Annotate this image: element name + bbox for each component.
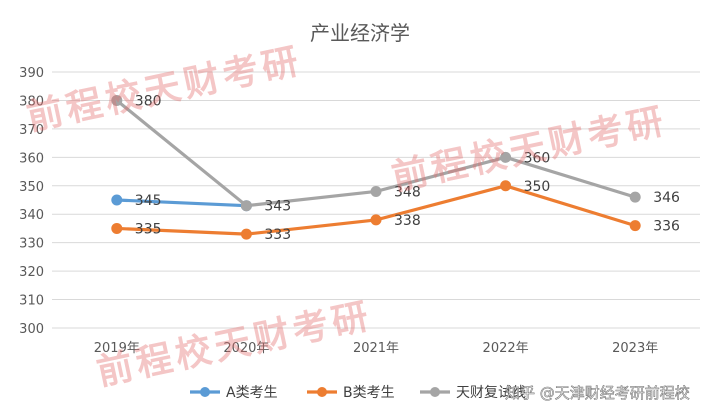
y-tick-label: 380	[19, 94, 44, 109]
data-label: 335	[135, 221, 162, 237]
x-tick-label: 2020年	[223, 341, 269, 356]
data-point	[500, 151, 512, 163]
data-point	[370, 185, 382, 197]
watermark-text: 前程校天财考研	[23, 40, 306, 139]
y-tick-label: 350	[19, 180, 44, 195]
y-tick-label: 370	[19, 123, 44, 138]
data-label: 343	[264, 199, 291, 215]
legend-label: A类考生	[226, 385, 278, 401]
y-tick-label: 360	[19, 151, 44, 166]
watermark-text: 前程校天财考研	[93, 295, 376, 394]
legend-marker	[430, 387, 440, 397]
data-point	[500, 180, 512, 192]
y-tick-label: 340	[19, 208, 44, 223]
data-label: 350	[524, 179, 551, 195]
y-tick-label: 390	[19, 66, 44, 81]
data-point	[240, 228, 252, 240]
data-point	[629, 220, 641, 232]
footer-watermark: 知乎 @天津财经考研前程校	[505, 384, 690, 402]
x-tick-label: 2023年	[612, 341, 658, 356]
data-point	[629, 191, 641, 203]
data-label: 360	[524, 150, 551, 166]
data-label: 336	[653, 219, 680, 235]
data-label: 348	[394, 184, 421, 200]
x-tick-label: 2019年	[94, 341, 140, 356]
series-line	[115, 198, 248, 208]
data-point	[370, 214, 382, 226]
data-point	[111, 194, 123, 206]
y-tick-label: 330	[19, 237, 44, 252]
y-tick-label: 320	[19, 265, 44, 280]
y-tick-label: 310	[19, 294, 44, 309]
legend-label: 天财复试线	[456, 384, 526, 401]
legend-marker	[200, 387, 210, 397]
data-label: 346	[653, 190, 680, 206]
data-point	[111, 94, 123, 106]
y-tick-label: 300	[19, 322, 44, 337]
x-tick-label: 2021年	[353, 341, 399, 356]
data-label: 345	[135, 193, 162, 209]
data-label: 338	[394, 213, 421, 229]
x-tick-label: 2022年	[483, 341, 529, 356]
data-label: 333	[264, 227, 291, 243]
chart-title: 产业经济学	[310, 21, 410, 45]
legend-label: B类考生	[343, 385, 395, 401]
data-point	[240, 200, 252, 212]
data-label: 380	[135, 93, 162, 109]
data-point	[111, 222, 123, 234]
legend-marker	[317, 387, 327, 397]
